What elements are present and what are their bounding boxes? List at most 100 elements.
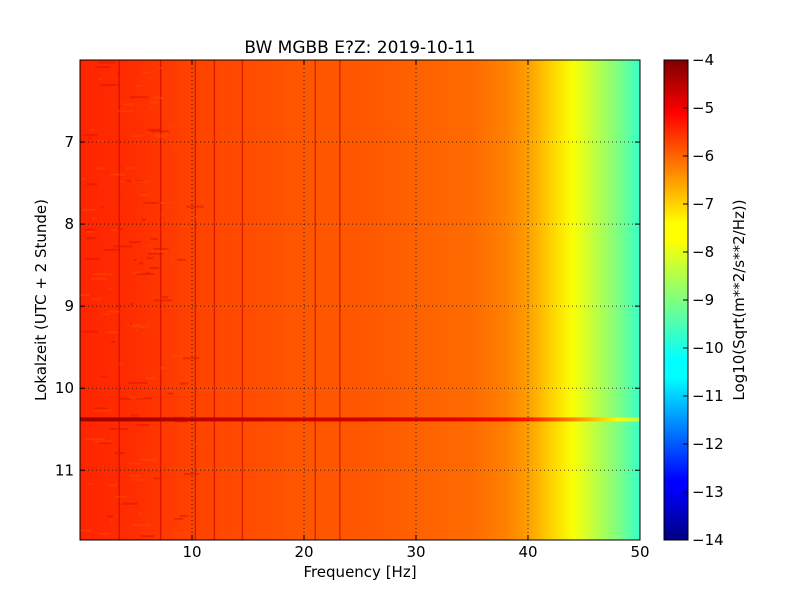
- colorbar-tick-label: −9: [692, 291, 714, 309]
- texture-streak: [135, 84, 143, 87]
- texture-streak: [183, 472, 200, 475]
- texture-streak: [102, 313, 111, 316]
- texture-streak: [179, 382, 189, 385]
- texture-streak: [187, 352, 196, 355]
- texture-streak: [98, 77, 103, 80]
- texture-streak: [105, 331, 119, 334]
- spectrogram-plot-area: [80, 60, 640, 540]
- texture-streak: [186, 60, 195, 63]
- colorbar-tick-label: −4: [692, 51, 714, 69]
- texture-streak: [99, 442, 112, 445]
- texture-streak: [140, 458, 158, 461]
- texture-streak: [91, 298, 102, 301]
- texture-streak: [118, 110, 133, 113]
- texture-streak: [104, 248, 119, 251]
- colorbar-tick-label: −8: [692, 243, 714, 261]
- texture-streak: [119, 228, 123, 231]
- texture-streak: [99, 84, 119, 87]
- texture-streak: [110, 427, 128, 430]
- texture-streak: [146, 257, 154, 260]
- texture-streak: [132, 180, 149, 183]
- texture-streak: [85, 237, 97, 240]
- texture-streak: [158, 67, 164, 70]
- texture-streak: [179, 515, 189, 518]
- texture-streak: [109, 173, 125, 176]
- texture-streak: [142, 71, 150, 74]
- texture-streak: [134, 329, 140, 332]
- texture-streak: [141, 218, 147, 221]
- texture-streak: [168, 125, 174, 128]
- texture-streak: [153, 96, 165, 99]
- texture-streak: [86, 183, 98, 186]
- texture-streak: [150, 130, 170, 133]
- texture-streak: [85, 228, 94, 231]
- texture-streak: [113, 245, 133, 248]
- texture-streak: [153, 477, 161, 480]
- texture-streak: [129, 323, 132, 326]
- texture-streak: [106, 515, 114, 518]
- texture-streak: [167, 392, 173, 395]
- texture-streak: [174, 517, 184, 520]
- texture-streak: [85, 257, 100, 260]
- texture-streak: [142, 201, 160, 204]
- colorbar-tick-label: −7: [692, 195, 714, 213]
- texture-streak: [150, 250, 169, 253]
- texture-streak: [155, 202, 172, 205]
- texture-streak: [125, 167, 135, 170]
- y-tick-label: 8: [64, 215, 74, 233]
- texture-streak: [107, 310, 120, 313]
- x-tick-label: 10: [182, 543, 201, 561]
- texture-streak: [95, 167, 106, 170]
- texture-streak: [117, 73, 121, 76]
- texture-streak: [153, 133, 168, 136]
- colorbar-tick-label: −6: [692, 147, 714, 165]
- texture-streak: [131, 478, 144, 481]
- texture-streak: [91, 277, 108, 280]
- texture-streak: [148, 244, 152, 247]
- texture-streak: [131, 135, 143, 138]
- texture-streak: [89, 129, 94, 132]
- texture-streak: [133, 259, 136, 262]
- texture-streak: [172, 532, 189, 535]
- texture-streak: [100, 375, 107, 378]
- texture-streak: [139, 512, 143, 515]
- texture-streak: [100, 205, 104, 208]
- texture-streak: [118, 362, 123, 365]
- texture-streak: [153, 63, 156, 66]
- texture-streak: [110, 229, 119, 232]
- texture-streak: [106, 484, 118, 487]
- texture-streak: [154, 299, 173, 302]
- texture-streak: [183, 357, 200, 360]
- texture-streak: [131, 524, 150, 527]
- texture-streak: [129, 96, 149, 99]
- x-tick-label: 40: [518, 543, 537, 561]
- texture-streak: [146, 128, 161, 131]
- texture-streak: [94, 440, 113, 443]
- texture-streak: [87, 137, 92, 140]
- texture-streak: [150, 237, 158, 240]
- texture-streak: [118, 397, 131, 400]
- texture-streak: [153, 247, 169, 250]
- texture-streak: [82, 208, 96, 211]
- texture-streak: [124, 196, 127, 199]
- x-tick-label: 20: [294, 543, 313, 561]
- texture-streak: [96, 140, 104, 143]
- x-tick-label: 30: [406, 543, 425, 561]
- texture-streak: [83, 330, 98, 333]
- texture-streak: [92, 217, 97, 220]
- texture-streak: [160, 366, 168, 369]
- plot-frame: [79, 59, 641, 541]
- texture-streak: [141, 535, 155, 538]
- colorbar-tick-label: −12: [692, 435, 724, 453]
- texture-streak: [180, 332, 184, 335]
- texture-streak: [139, 262, 144, 265]
- texture-streak: [149, 107, 153, 110]
- texture-streak: [147, 252, 164, 255]
- texture-streak: [175, 420, 188, 423]
- colorbar-tick-label: −14: [692, 531, 724, 549]
- texture-streak: [110, 340, 116, 343]
- texture-streak: [149, 101, 160, 104]
- texture-streak: [177, 258, 187, 261]
- texture-streak: [88, 482, 93, 485]
- event-band: [80, 417, 640, 422]
